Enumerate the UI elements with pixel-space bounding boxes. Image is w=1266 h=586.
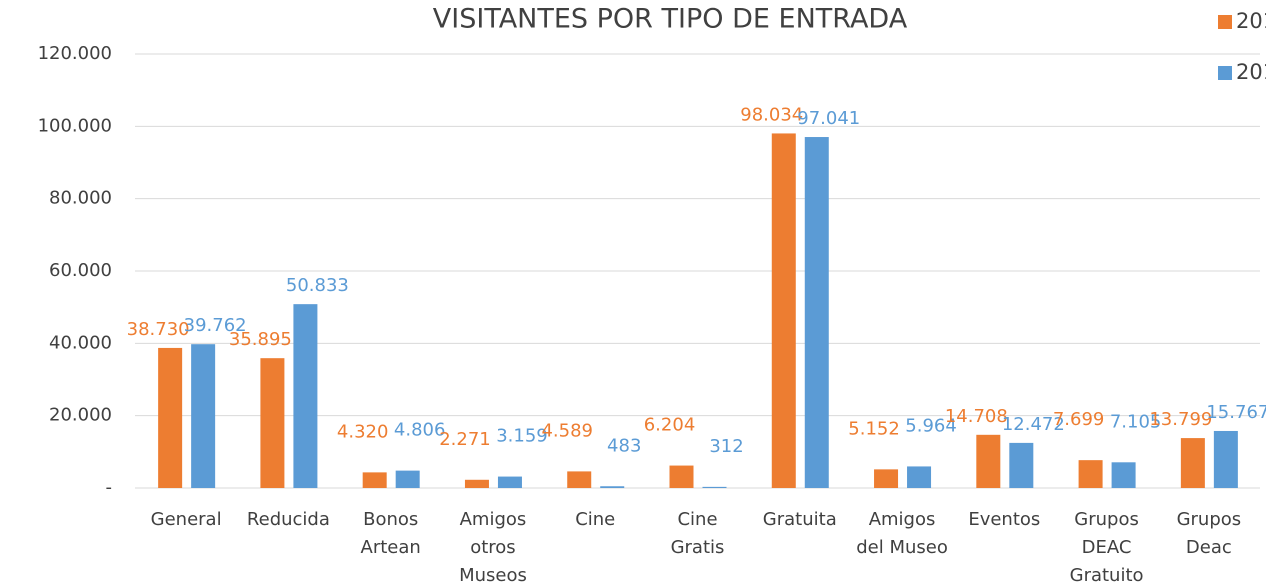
data-label: 5.152	[848, 418, 900, 439]
bar	[1078, 460, 1103, 488]
data-label: 4.320	[337, 421, 389, 442]
bar	[702, 486, 727, 488]
data-label: 97.041	[797, 108, 860, 129]
y-tick-label: 80.000	[49, 188, 112, 209]
x-tick-label: Amigos otros Museos	[459, 509, 527, 586]
data-label: 38.730	[127, 319, 190, 340]
data-label: 50.833	[286, 275, 349, 296]
data-label: 5.964	[905, 415, 957, 436]
data-label: 6.204	[644, 415, 696, 436]
legend-label: 2018	[1236, 60, 1266, 84]
bar	[158, 347, 183, 488]
x-tick-label: Bonos Artean	[361, 509, 421, 558]
legend-swatch	[1218, 15, 1232, 29]
bar	[260, 358, 285, 488]
legend-swatch	[1218, 66, 1232, 80]
x-tick-label: Cine	[575, 509, 615, 530]
bar	[567, 471, 592, 488]
data-label: 3.159	[496, 426, 548, 447]
chart-title: VISITANTES POR TIPO DE ENTRADA	[433, 4, 908, 35]
y-tick-label: -	[106, 477, 113, 498]
bar	[874, 469, 899, 488]
bar	[669, 465, 694, 488]
bar	[600, 486, 625, 488]
bar	[395, 470, 420, 488]
x-tick-label: Grupos DEAC Gratuito	[1070, 509, 1144, 586]
data-label: 14.708	[945, 406, 1008, 427]
bar	[191, 344, 216, 488]
bar	[1180, 438, 1205, 488]
x-tick-label: Amigos del Museo	[856, 509, 948, 558]
bar	[771, 133, 796, 488]
y-tick-label: 40.000	[49, 332, 112, 353]
data-label: 4.806	[394, 420, 446, 441]
data-label: 15.767	[1206, 402, 1266, 423]
y-tick-label: 100.000	[38, 115, 112, 136]
bar	[293, 304, 318, 488]
bar	[362, 472, 387, 488]
data-label: 2.271	[439, 429, 491, 450]
data-label: 7.699	[1053, 409, 1105, 430]
bar	[497, 476, 522, 488]
data-label: 39.762	[184, 315, 247, 336]
x-tick-label: Cine Gratis	[671, 509, 725, 558]
bar	[976, 434, 1001, 488]
data-label: 312	[709, 436, 743, 457]
legend-label: 2019	[1236, 9, 1266, 33]
data-label: 483	[607, 435, 641, 456]
data-label: 4.589	[541, 420, 593, 441]
data-label: 12.472	[1002, 414, 1065, 435]
x-tick-label: Grupos Deac	[1177, 509, 1242, 558]
bar	[1213, 430, 1238, 488]
y-tick-label: 20.000	[49, 405, 112, 426]
bar	[1009, 442, 1034, 488]
data-label: 98.034	[740, 104, 803, 125]
x-tick-label: Reducida	[247, 509, 330, 530]
x-tick-label: General	[151, 509, 222, 530]
y-tick-label: 60.000	[49, 260, 112, 281]
bar	[1111, 462, 1136, 488]
data-label: 35.895	[229, 329, 292, 350]
bar	[804, 137, 829, 489]
bar	[907, 466, 932, 488]
x-tick-label: Gratuita	[763, 509, 837, 530]
x-tick-label: Eventos	[968, 509, 1040, 530]
bar	[464, 479, 489, 488]
data-label: 7.105	[1110, 411, 1162, 432]
y-tick-label: 120.000	[38, 43, 112, 64]
data-label: 13.799	[1149, 409, 1212, 430]
